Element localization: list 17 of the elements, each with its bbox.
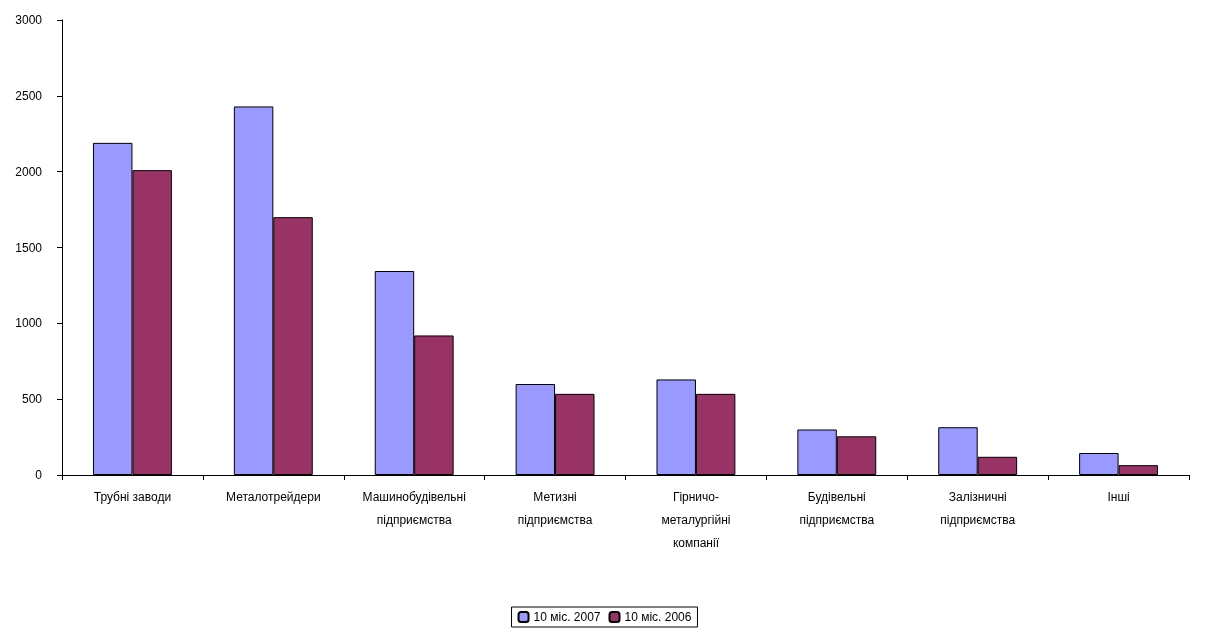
x-tick-label: Залізничні підприємства (940, 489, 1016, 527)
x-tick-label: Трубні заводи (93, 489, 172, 504)
x-tick-label: Гірничо-металургійні компанії (661, 489, 731, 550)
legend-label: 10 міс. 2006 (624, 610, 692, 624)
y-tick-label: 1000 (15, 316, 43, 331)
x-tick-label: Будівельні підприємства (799, 489, 875, 527)
y-tick-label: 0 (35, 468, 43, 482)
y-tick-label: 1500 (15, 240, 43, 255)
x-tick-label: Інші (1107, 489, 1130, 504)
x-tick-label: Металотрейдери (226, 489, 321, 504)
y-tick-label: 3000 (15, 13, 43, 27)
y-tick-label: 2500 (15, 88, 43, 103)
y-tick-label: 500 (21, 392, 43, 407)
x-tick-label: Машинобудівельні підприємства (362, 489, 466, 527)
legend-label: 10 міс. 2007 (533, 610, 601, 624)
x-tick-label: Метизні підприємства (517, 489, 593, 527)
y-tick-label: 2000 (15, 164, 43, 179)
